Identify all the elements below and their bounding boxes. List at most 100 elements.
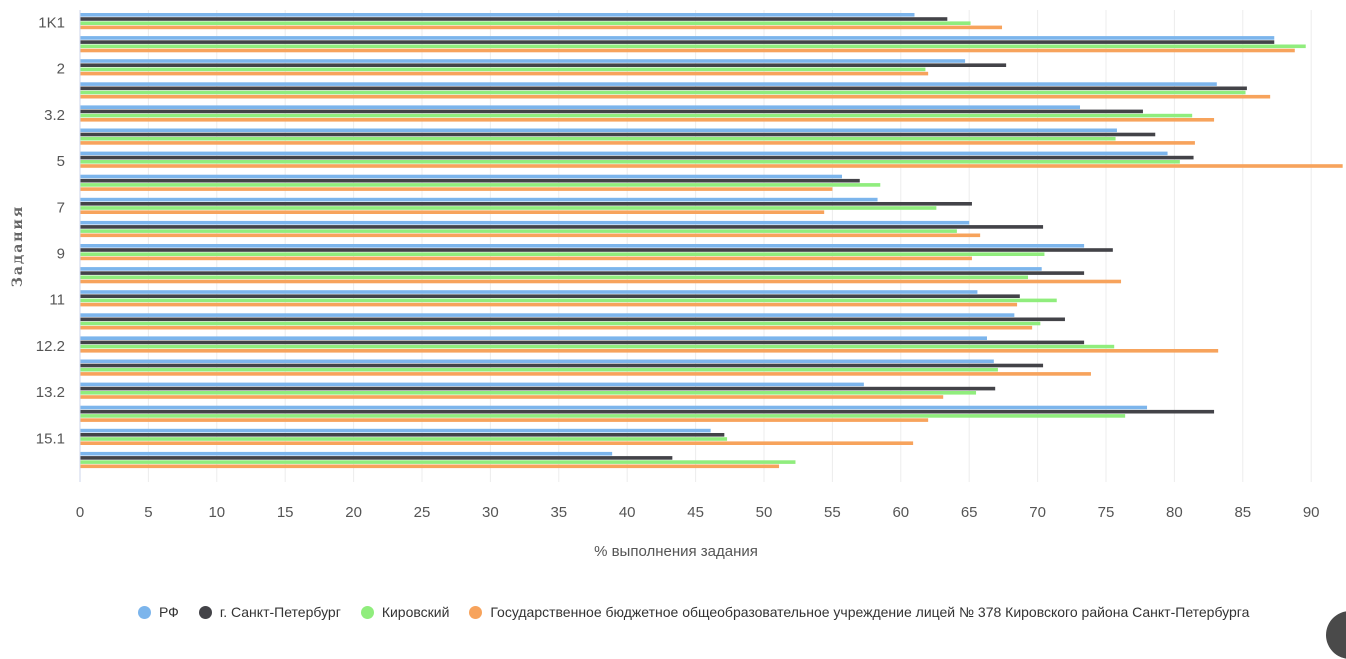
bar [80,187,833,191]
bar [80,418,929,422]
x-tick-label: 75 [1098,504,1115,521]
bar [80,113,1193,118]
bar [80,460,796,464]
bar [80,71,929,76]
bar [80,63,1007,67]
legend: РФ г. Санкт-Петербург Кировский Государстве… [0,604,1346,628]
bar [80,109,1143,114]
legend-marker [469,605,483,619]
bar [80,155,1194,160]
x-tick-label: 80 [1166,504,1183,521]
bar [80,325,1033,330]
bar [80,344,1115,349]
bar [80,275,1029,280]
x-tick-label: 90 [1303,504,1320,521]
x-tick-label: 30 [482,504,499,521]
x-tick-label: 60 [892,504,909,521]
bar [80,372,1091,376]
category-label: 2 [57,61,65,78]
bar [80,267,1042,271]
legend-item[interactable]: Государственное бюджетное общеобразовате… [469,604,1249,620]
legend-item[interactable]: г. Санкт-Петербург [198,604,341,620]
x-tick-label: 55 [824,504,841,521]
bar [80,294,1020,298]
legend-label: РФ [159,604,179,620]
bar [80,202,972,206]
bar [80,321,1041,326]
bar [80,13,915,17]
bar [80,225,1044,229]
category-labels: 1K1 2 3.2 5 7 9 11 12.2 13.2 15.1 [36,15,65,448]
bar [80,382,864,387]
category-label: 7 [57,199,65,216]
bar [80,48,1295,53]
bar [80,456,673,460]
bar [80,279,1122,284]
legend-marker [360,605,374,619]
legend-item[interactable]: Кировский [360,604,450,620]
x-tick-label: 5 [144,504,152,521]
bar [80,90,1246,95]
bar [80,395,944,399]
bar [80,44,1306,49]
bar [80,437,728,441]
category-label: 5 [57,153,65,170]
bar [80,67,926,72]
bar [80,210,825,214]
bar [80,118,1215,122]
bar [80,197,878,202]
legend-label: Государственное бюджетное общеобразовате… [490,604,1250,620]
bar [80,229,957,233]
category-label: 15.1 [36,430,65,447]
bar [80,206,937,210]
bar [80,386,996,391]
bar [80,86,1247,91]
bar [80,141,1195,145]
bar [80,128,1117,133]
bar [80,433,725,437]
bar [80,405,1148,410]
legend-item[interactable]: РФ [138,604,179,620]
bar [80,290,978,294]
bar [80,94,1271,99]
category-label: 3.2 [44,107,65,124]
x-tick-label: 65 [961,504,978,521]
bar [80,151,1168,156]
bar [80,451,613,456]
x-tick-label: 70 [1029,504,1046,521]
bar [80,164,1343,168]
bar [80,298,1057,303]
bar [80,256,972,261]
x-tick-label: 20 [345,504,362,521]
x-tick-label: 35 [550,504,567,521]
x-tick-label: 15 [277,504,294,521]
bar [80,233,981,238]
y-axis-title: Задания [10,205,26,288]
legend-label: Кировский [381,604,450,620]
bar [80,36,1275,40]
category-label: 12.2 [36,338,65,355]
bar [80,391,977,395]
x-tick-labels: 0 5 10 15 20 25 30 35 40 45 50 55 60 65 70 75 80 85 90 [76,504,1320,521]
bar [80,178,860,183]
category-label: 9 [57,246,65,263]
x-tick-label: 10 [208,504,225,521]
bar [80,248,1113,252]
bar [80,132,1156,137]
bar [80,40,1275,44]
bar [80,160,1180,164]
bars [80,13,1343,469]
bar [80,174,842,179]
bar [80,17,948,21]
x-tick-label: 45 [687,504,704,521]
bar [80,25,1003,30]
bar [80,336,987,340]
category-label: 11 [49,292,65,309]
legend-label: г. Санкт-Петербург [219,604,341,620]
bar [80,359,994,364]
bar [80,441,914,445]
bar-chart: 1K1 2 3.2 5 7 9 11 12.2 13.2 15.1 0 5 10 15 20 25 30 35 4… [10,10,1343,560]
bar [80,105,1081,109]
bar [80,313,1015,317]
x-tick-label: 50 [756,504,773,521]
